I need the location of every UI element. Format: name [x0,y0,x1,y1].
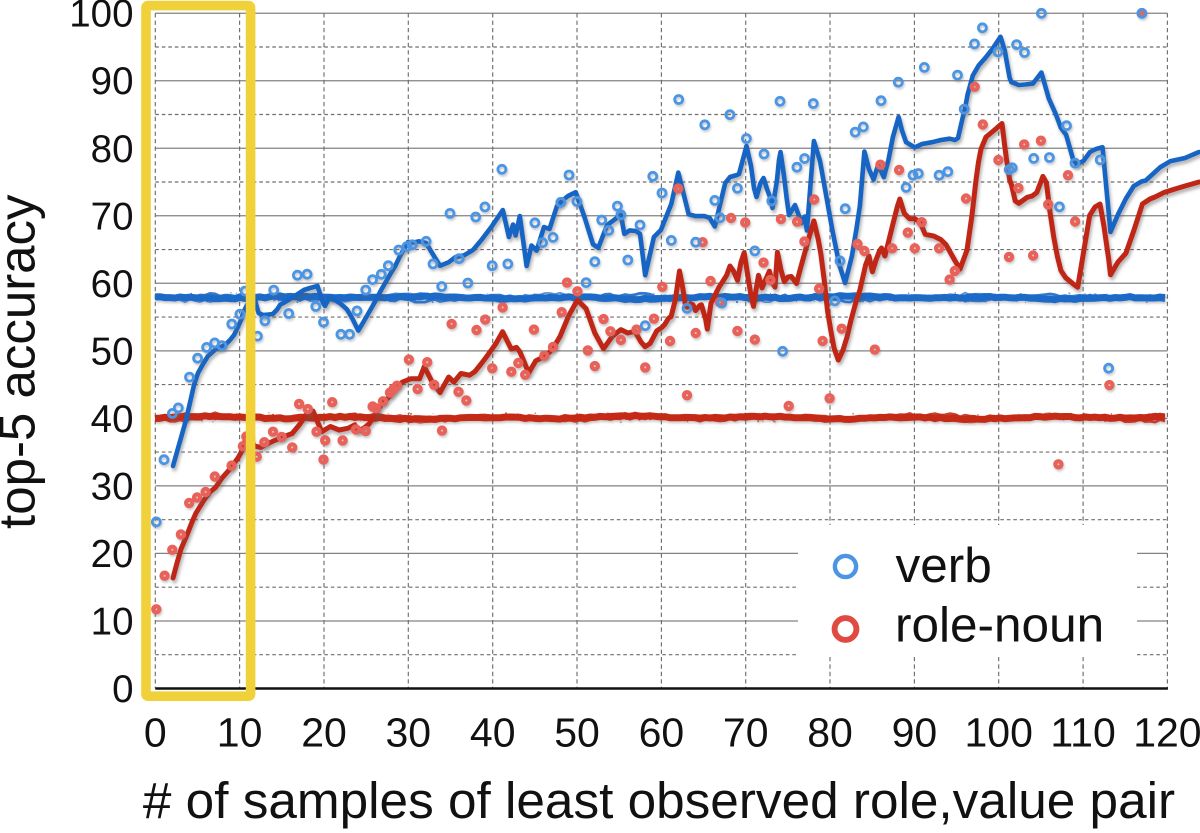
svg-text:90: 90 [892,710,938,756]
svg-text:20: 20 [301,710,347,756]
svg-text:0: 0 [144,710,167,756]
svg-text:120: 120 [1133,710,1200,756]
svg-text:30: 30 [91,465,134,508]
svg-text:50: 50 [554,710,600,756]
svg-text:20: 20 [91,533,134,576]
svg-text:top-5 accuracy: top-5 accuracy [0,194,46,529]
svg-text:30: 30 [385,710,431,756]
svg-text:80: 80 [91,128,134,171]
svg-text:110: 110 [1050,710,1115,756]
svg-text:10: 10 [217,710,263,756]
svg-text:100: 100 [69,0,133,36]
svg-text:10: 10 [91,601,134,644]
svg-text:70: 70 [91,195,134,238]
svg-text:100: 100 [964,710,1032,756]
svg-text:verb: verb [896,538,992,593]
svg-text:60: 60 [91,263,134,306]
svg-text:80: 80 [807,710,853,756]
svg-text:60: 60 [639,710,685,756]
svg-text:70: 70 [723,710,769,756]
svg-text:# of samples of least observed: # of samples of least observed role,valu… [143,772,1175,829]
svg-text:0: 0 [112,668,133,711]
svg-text:40: 40 [91,398,134,441]
svg-text:50: 50 [91,330,134,373]
svg-text:90: 90 [91,60,134,103]
svg-text:40: 40 [470,710,516,756]
svg-text:role-noun: role-noun [895,597,1104,652]
